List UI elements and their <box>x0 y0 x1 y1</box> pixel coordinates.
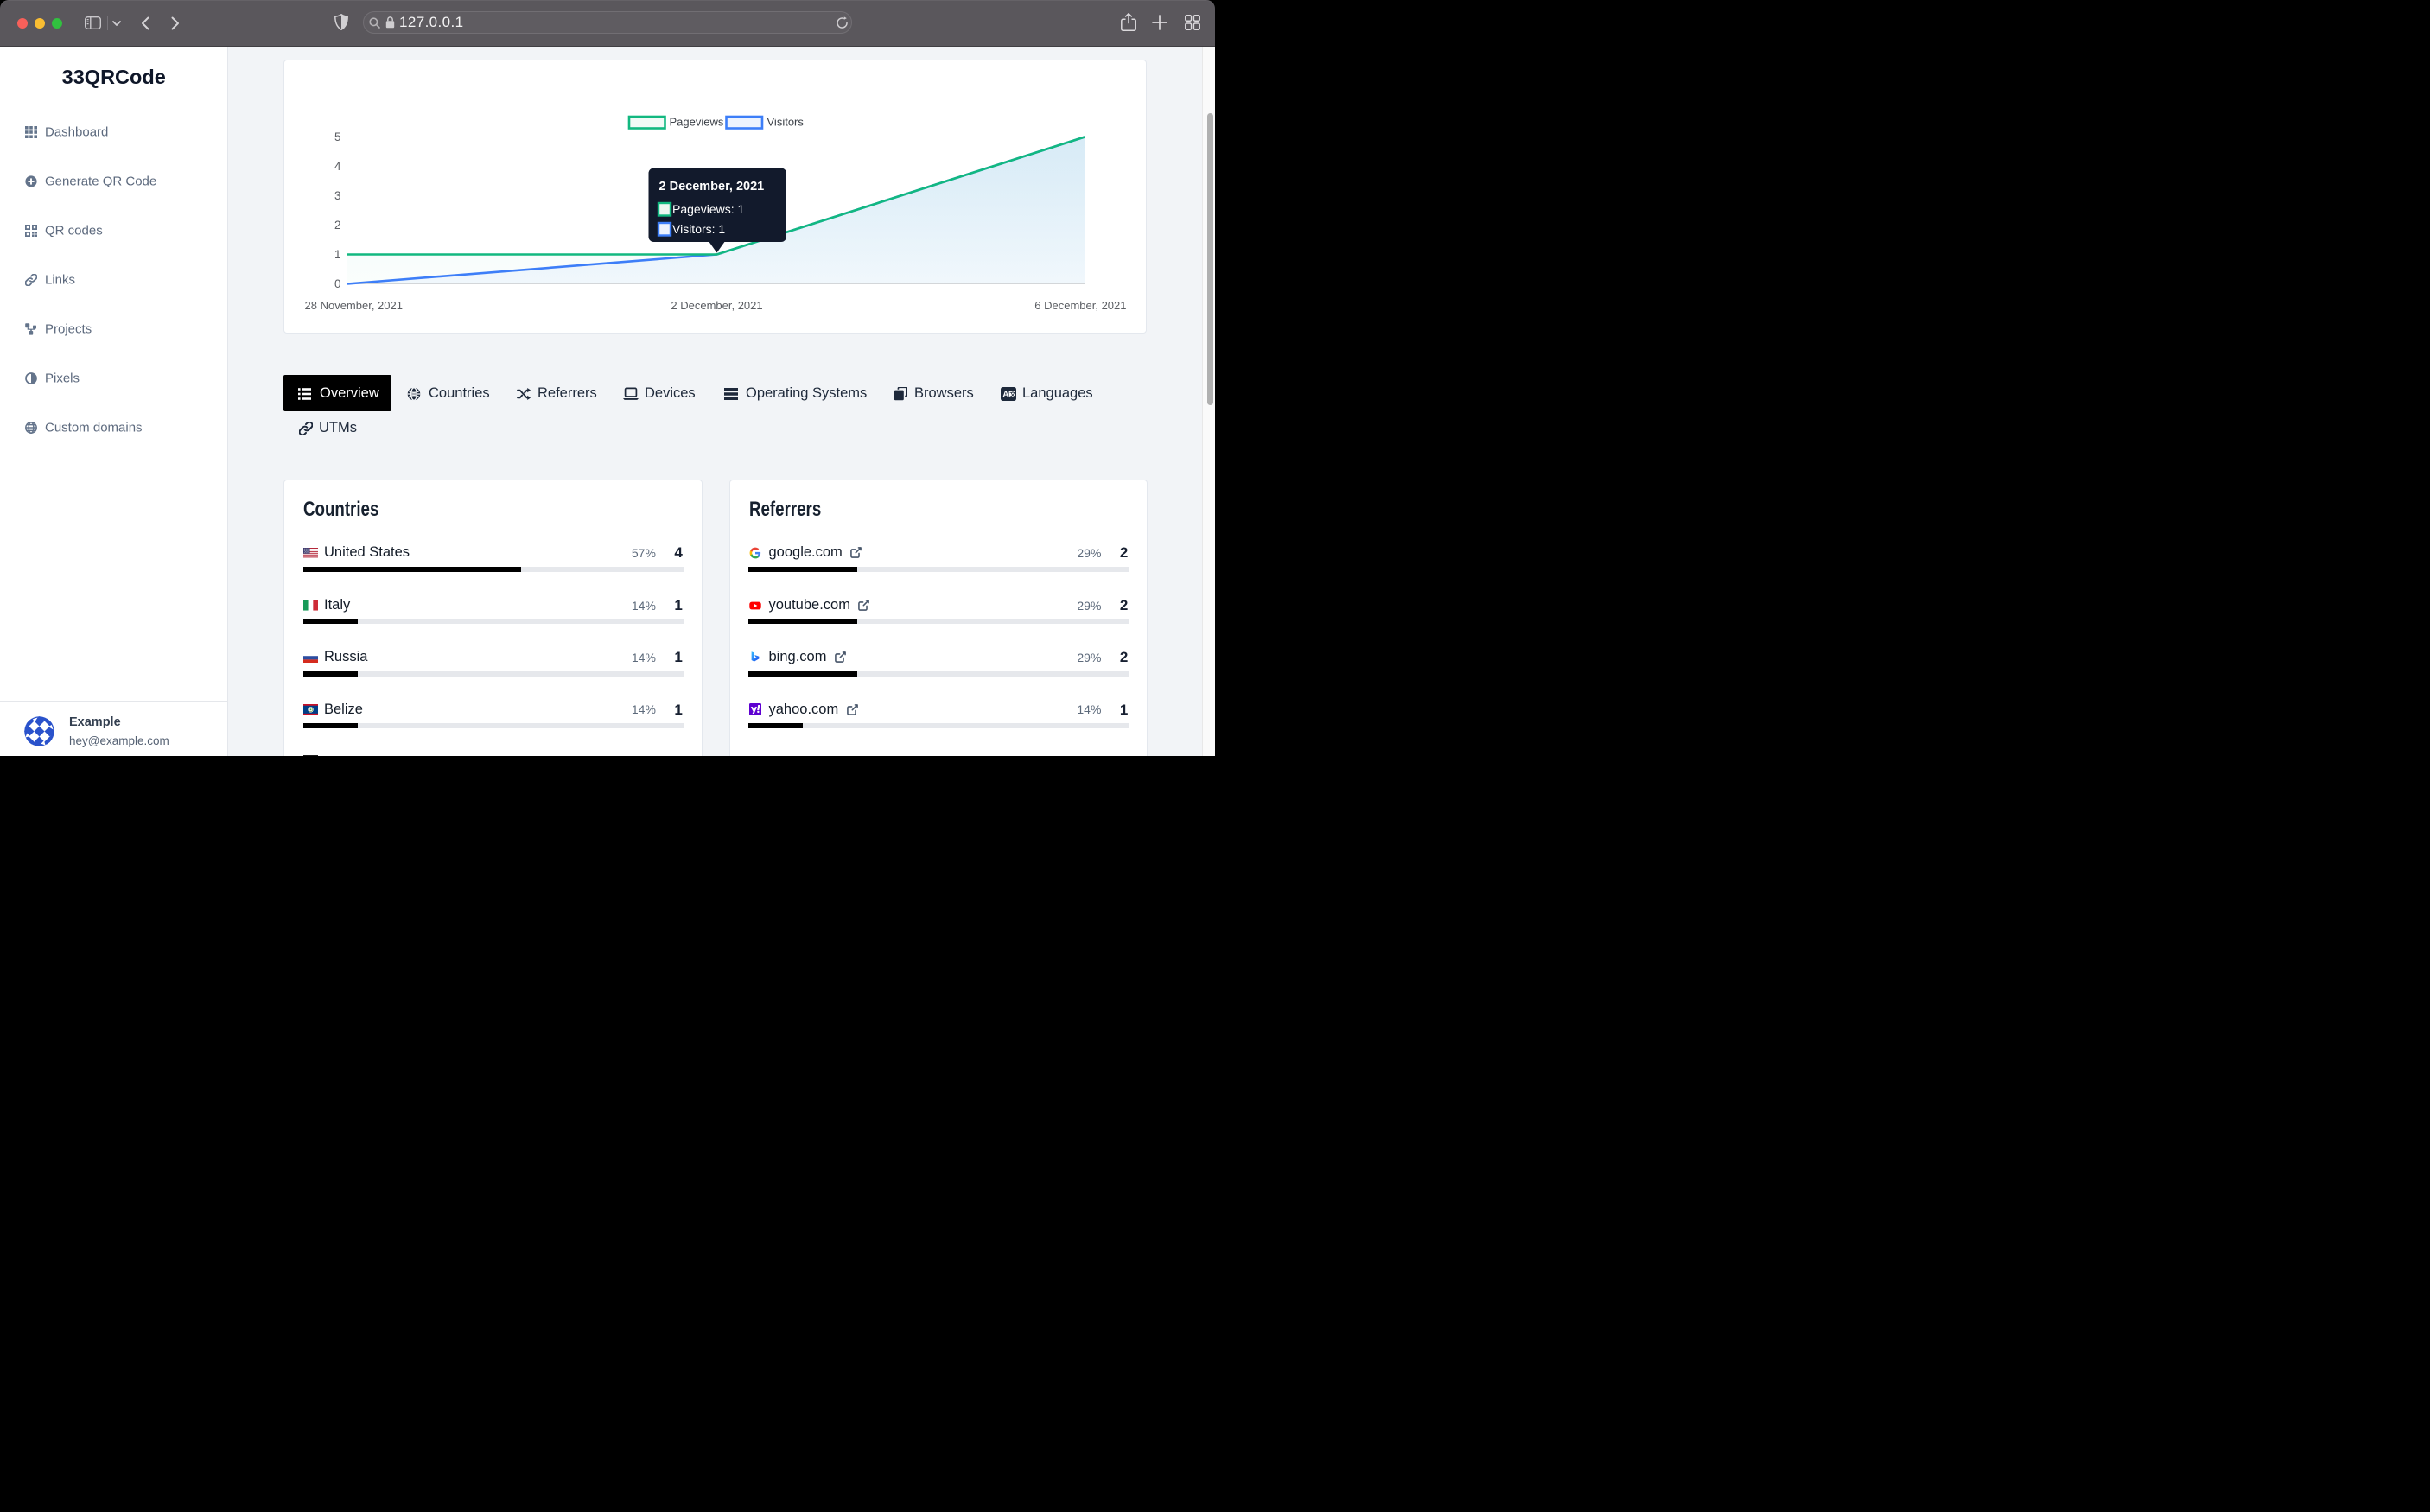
svg-text:28 November, 2021: 28 November, 2021 <box>305 299 403 312</box>
svg-text:2 December, 2021: 2 December, 2021 <box>671 299 762 312</box>
svg-text:2 December, 2021: 2 December, 2021 <box>659 180 765 194</box>
svg-text:2: 2 <box>334 219 341 232</box>
svg-text:1: 1 <box>334 248 341 261</box>
svg-text:Pageviews: 1: Pageviews: 1 <box>672 202 744 216</box>
svg-text:A: A <box>1002 391 1008 400</box>
svg-text:文: 文 <box>1009 390 1016 397</box>
svg-text:0: 0 <box>334 277 341 290</box>
svg-text:Pageviews: Pageviews <box>670 115 724 128</box>
svg-text:5: 5 <box>334 130 341 143</box>
svg-text:6 December, 2021: 6 December, 2021 <box>1034 299 1126 312</box>
svg-text:Visitors: 1: Visitors: 1 <box>672 222 725 236</box>
svg-text:Visitors: Visitors <box>767 115 805 128</box>
svg-text:4: 4 <box>334 160 341 173</box>
svg-text:3: 3 <box>334 189 341 202</box>
